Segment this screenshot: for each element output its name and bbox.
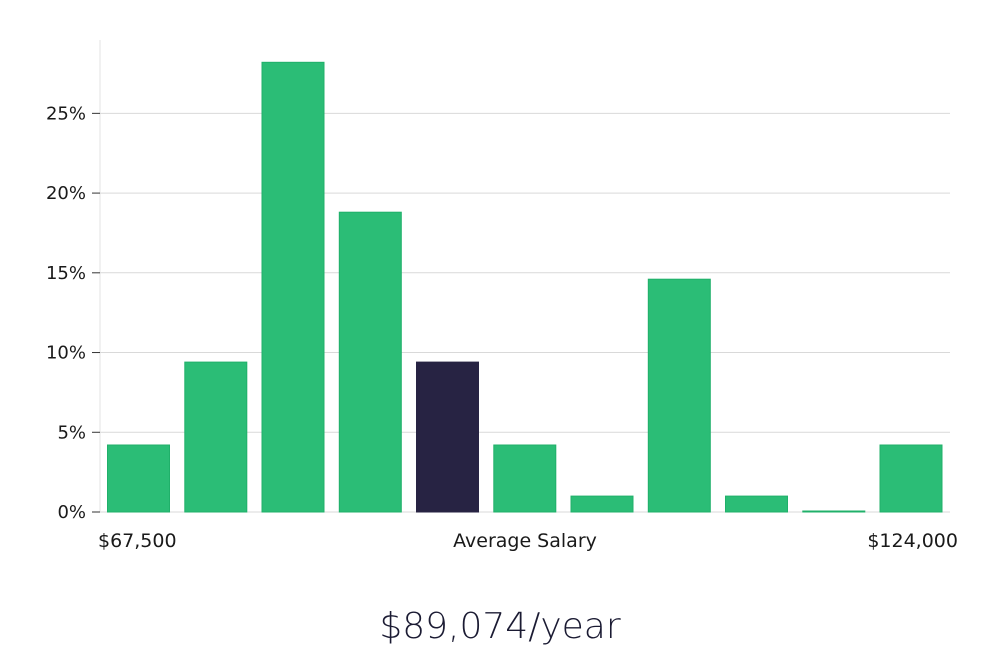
x-min-label: $67,500 — [98, 530, 177, 552]
bars — [107, 61, 943, 513]
y-axis-ticks: 0% 5% 10% 15% 20% 25% — [46, 103, 100, 523]
bar — [107, 444, 170, 513]
bar — [570, 495, 634, 513]
y-tick-label: 5% — [57, 422, 86, 443]
bar — [338, 211, 402, 513]
salary-histogram-chart: 0%5%10%15%20%25% $67,500 Average Salary … — [46, 40, 958, 552]
bar-highlighted — [416, 361, 479, 513]
y-tick-label: 20% — [46, 183, 86, 204]
bar — [261, 61, 325, 513]
average-salary-value: $89,074/year — [379, 606, 621, 647]
bar — [802, 510, 866, 513]
y-tick-label: 15% — [46, 263, 86, 284]
y-tick-label: 0% — [57, 502, 86, 523]
x-axis-label: Average Salary — [453, 530, 597, 552]
bar — [647, 278, 711, 513]
bar — [184, 361, 248, 513]
x-max-label: $124,000 — [867, 530, 958, 552]
y-tick-label: 10% — [46, 343, 86, 364]
bar — [725, 495, 788, 513]
bar — [493, 444, 557, 513]
y-tick-label: 25% — [46, 103, 86, 124]
bar — [879, 444, 943, 513]
